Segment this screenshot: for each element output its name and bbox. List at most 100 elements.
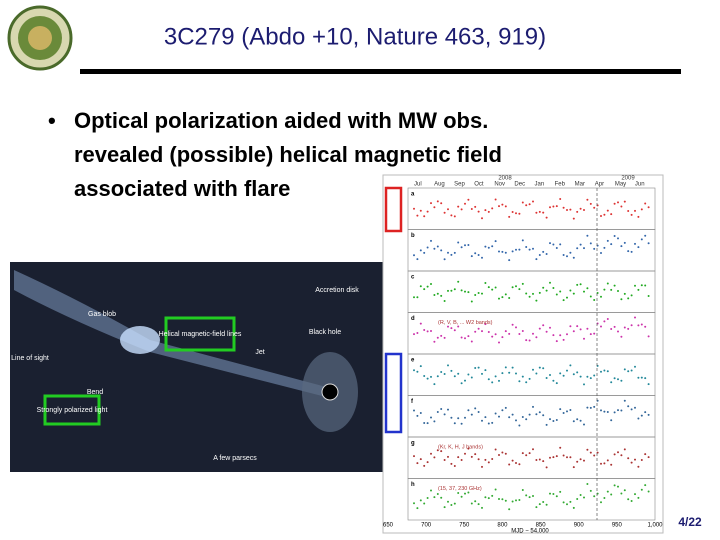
decor-point <box>413 207 415 210</box>
decor-point <box>600 295 602 298</box>
decor-point <box>545 253 548 256</box>
decor-point <box>413 333 415 336</box>
decor-point <box>470 255 473 258</box>
decor-point <box>419 209 422 212</box>
decor-point <box>583 208 585 211</box>
panel-letter: d <box>411 316 415 322</box>
decor-point <box>535 413 538 416</box>
decor-point <box>450 214 453 217</box>
decor-point <box>583 459 585 462</box>
decor-point <box>634 209 636 212</box>
decor-point <box>640 459 643 462</box>
decor-point <box>644 325 647 328</box>
decor-point <box>511 366 514 369</box>
decor-point <box>413 254 415 257</box>
decor-point <box>487 378 490 381</box>
decor-point <box>457 372 460 375</box>
decor-point <box>623 292 626 295</box>
decor-point <box>606 317 609 320</box>
decor-point <box>623 326 626 329</box>
decor-point <box>464 202 466 205</box>
decor-point <box>569 289 572 292</box>
decor-point <box>589 333 592 336</box>
decor-point <box>426 210 429 213</box>
decor-point <box>535 506 538 509</box>
month-label: Aug <box>434 182 445 188</box>
decor-point <box>532 405 534 408</box>
decor-point <box>440 370 443 373</box>
x-tick-label: 1,000 <box>647 523 663 529</box>
decor-point <box>457 456 460 459</box>
decor-point <box>644 484 647 487</box>
decor-point <box>589 377 592 380</box>
decor-point <box>542 414 545 417</box>
decor-point <box>430 416 432 419</box>
decor-point <box>443 211 446 214</box>
decor-point <box>484 369 487 372</box>
decor-point <box>627 209 630 212</box>
decor-point <box>572 506 575 509</box>
decor-point <box>613 411 616 414</box>
decor-point <box>532 292 534 295</box>
decor-point <box>515 326 517 329</box>
decor-point <box>491 421 494 424</box>
decor-point <box>610 493 613 496</box>
decor-point <box>610 288 613 291</box>
decor-point <box>467 373 470 376</box>
decor-point <box>559 197 562 200</box>
decor-point <box>426 285 429 288</box>
decor-point <box>532 247 534 250</box>
decor-point <box>603 320 606 323</box>
decor-point <box>640 488 643 491</box>
decor-point <box>494 286 497 289</box>
decor-point <box>436 410 439 413</box>
panel-letter: b <box>411 233 415 239</box>
decor-point <box>623 399 626 402</box>
decor-point <box>521 329 524 332</box>
decor-point <box>487 497 490 500</box>
decor-point <box>640 238 643 241</box>
decor-point <box>436 336 439 339</box>
decor-point <box>433 420 436 423</box>
decor-point <box>569 500 572 503</box>
illustration-label: Jet <box>255 349 264 356</box>
decor-point <box>559 408 562 411</box>
decor-point <box>552 379 555 382</box>
decor-point <box>627 370 630 373</box>
decor-point <box>498 205 500 208</box>
decor-point <box>457 417 460 420</box>
decor-point <box>453 422 456 425</box>
decor-point <box>555 419 558 422</box>
decor-point <box>491 207 494 210</box>
decor-point <box>430 202 432 205</box>
decor-point <box>617 237 619 240</box>
decor-point <box>627 498 630 501</box>
decor-point <box>447 455 449 458</box>
decor-point <box>464 452 466 455</box>
decor-point <box>470 413 473 416</box>
illustration <box>10 262 383 472</box>
decor-point <box>566 255 568 258</box>
decor-point <box>447 251 449 254</box>
illustration-label: Bend <box>87 389 103 396</box>
decor-point <box>426 422 429 425</box>
decor-point <box>545 423 548 426</box>
decor-point <box>518 333 521 336</box>
decor-point <box>501 203 504 206</box>
decor-point <box>515 248 517 251</box>
month-label: Feb <box>555 182 566 188</box>
decor-point <box>634 284 636 287</box>
decor-point <box>453 329 456 332</box>
decor-point <box>562 206 565 209</box>
decor-point <box>453 465 456 468</box>
panel-letter: e <box>411 358 415 364</box>
decor-point <box>419 499 422 502</box>
decor-point <box>518 248 521 251</box>
decor-point <box>467 335 470 338</box>
decor-point <box>566 333 568 336</box>
decor-point <box>620 379 623 382</box>
decor-point <box>535 372 538 375</box>
decor-point <box>600 501 602 504</box>
decor-point <box>538 327 541 330</box>
decor-point <box>423 464 426 467</box>
